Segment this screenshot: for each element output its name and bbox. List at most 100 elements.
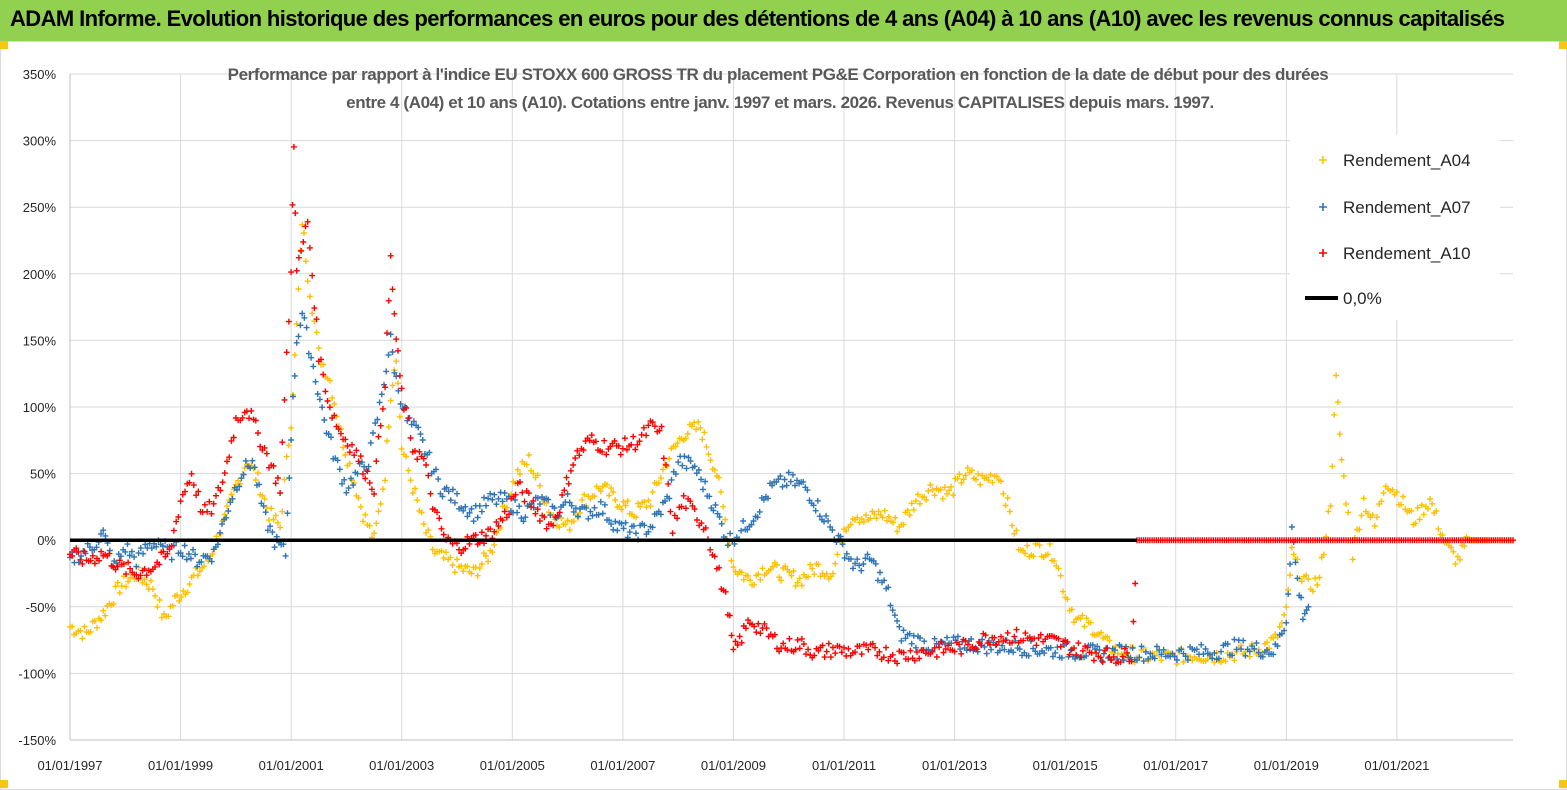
data-point — [765, 495, 771, 502]
data-point — [706, 493, 713, 500]
x-tick-label: 01/01/2005 — [480, 758, 545, 773]
data-point — [395, 380, 401, 387]
data-point — [874, 652, 881, 659]
data-point — [1365, 510, 1372, 517]
data-point — [983, 650, 990, 657]
data-point — [158, 614, 165, 621]
data-point — [98, 548, 105, 555]
data-point — [718, 520, 725, 527]
chart-title-line-1: Performance par rapport à l'indice EU ST… — [228, 65, 1329, 84]
data-point — [225, 508, 232, 514]
data-point — [1035, 635, 1042, 641]
data-point — [1255, 649, 1262, 656]
data-point — [1378, 498, 1385, 505]
data-point — [1211, 659, 1218, 666]
data-point — [344, 442, 351, 449]
data-point — [944, 490, 950, 497]
data-point — [556, 524, 563, 531]
data-point — [478, 561, 485, 567]
data-point — [284, 510, 291, 517]
data-point — [458, 550, 465, 557]
data-point — [830, 570, 836, 577]
data-point — [1238, 646, 1244, 653]
data-point — [1360, 495, 1367, 502]
data-point — [726, 612, 733, 619]
data-point — [351, 452, 358, 459]
data-point — [854, 514, 861, 521]
data-point — [832, 650, 839, 657]
data-point — [261, 444, 268, 451]
data-point — [354, 470, 361, 477]
data-point — [116, 589, 123, 596]
data-point — [214, 541, 221, 548]
series-Rendement_A10 — [67, 143, 1516, 667]
data-point — [738, 569, 745, 576]
data-point — [1098, 657, 1105, 664]
data-point — [856, 643, 863, 650]
data-point — [703, 443, 710, 450]
data-point — [360, 470, 366, 477]
data-point — [916, 655, 923, 662]
data-point — [634, 441, 641, 448]
data-point — [384, 330, 390, 337]
data-point — [1016, 646, 1023, 653]
data-point — [1333, 372, 1340, 379]
data-point — [707, 546, 714, 553]
data-point — [523, 461, 530, 468]
data-point — [91, 560, 98, 567]
data-point — [1416, 516, 1423, 523]
data-point — [554, 512, 561, 519]
data-point — [518, 515, 525, 522]
data-point — [681, 453, 688, 460]
data-point — [454, 490, 460, 497]
data-point — [501, 508, 508, 515]
x-tick-label: 01/01/1997 — [37, 758, 102, 773]
corner-marker-top-left — [0, 41, 8, 49]
data-point — [672, 443, 679, 450]
data-point — [156, 597, 163, 603]
data-point — [315, 345, 322, 352]
data-point — [879, 514, 886, 521]
data-point — [229, 495, 236, 502]
data-point — [384, 437, 390, 444]
data-point — [1104, 633, 1111, 640]
data-point — [530, 497, 537, 504]
data-point — [377, 422, 384, 429]
data-point — [669, 530, 676, 537]
legend-label: Rendement_A04 — [1343, 151, 1471, 170]
data-point — [438, 525, 445, 532]
data-point — [326, 377, 333, 384]
data-point — [769, 563, 776, 570]
data-point — [1083, 652, 1090, 659]
data-point — [280, 541, 287, 548]
data-point — [331, 412, 338, 419]
data-point — [815, 561, 822, 568]
data-point — [570, 462, 577, 468]
data-point — [954, 633, 961, 640]
data-point — [264, 527, 271, 534]
data-point — [414, 497, 421, 504]
corner-marker-top-right — [1559, 41, 1567, 49]
data-point — [516, 503, 523, 510]
data-point — [565, 480, 572, 487]
data-point — [279, 439, 286, 446]
data-point — [303, 324, 310, 331]
data-point — [166, 546, 173, 553]
data-point — [823, 512, 830, 519]
data-point — [451, 569, 458, 576]
data-point — [281, 396, 288, 403]
data-point — [272, 512, 279, 519]
data-point — [716, 513, 723, 520]
data-point — [608, 485, 615, 492]
data-point — [624, 446, 630, 453]
data-point — [405, 467, 412, 474]
data-point — [217, 529, 223, 536]
data-point — [252, 477, 259, 483]
data-point — [188, 470, 195, 477]
data-point — [1120, 657, 1127, 664]
data-point — [1145, 656, 1152, 662]
data-point — [1281, 611, 1288, 618]
data-point — [697, 424, 704, 431]
data-point — [936, 644, 943, 651]
data-point — [834, 551, 841, 558]
